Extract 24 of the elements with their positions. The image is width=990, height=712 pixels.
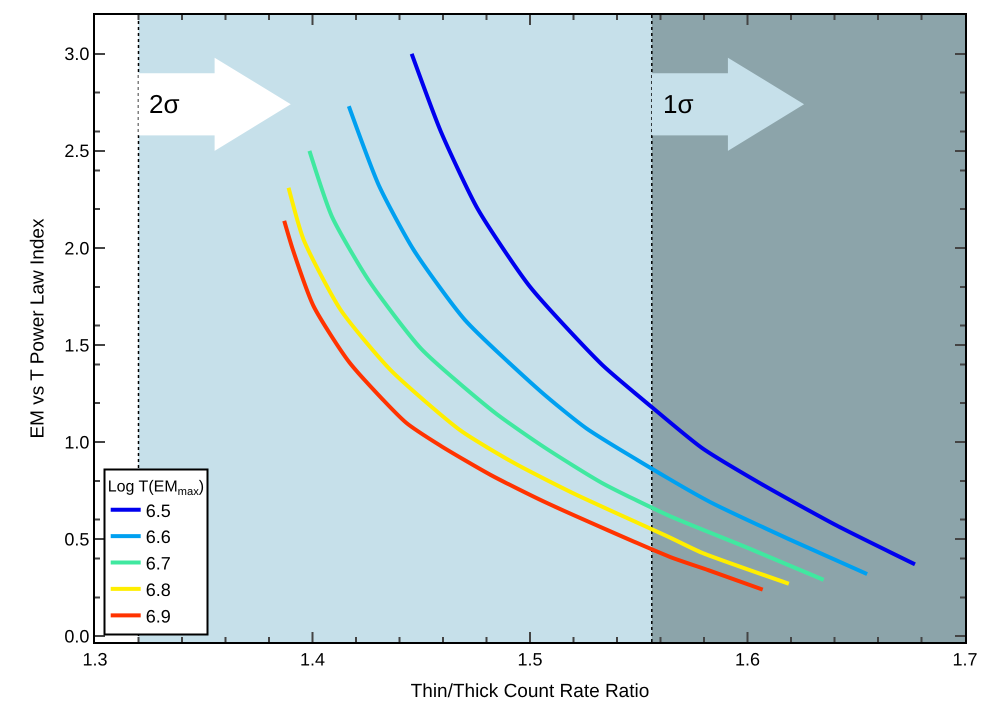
y-tick-label: 3.0 [64,44,90,64]
legend-label: 6.9 [146,606,171,626]
annotation: 2σ [149,89,180,119]
x-axis-title: Thin/Thick Count Rate Ratio [410,680,650,702]
y-axis-title: EM vs T Power Law Index [28,218,49,439]
legend-label: 6.8 [146,580,171,600]
y-tick-label: 1.5 [64,335,90,356]
legend-label: 6.6 [146,527,171,548]
y-tick-label: 1.0 [64,432,90,452]
x-tick-label: 1.3 [82,650,108,670]
legend-label: 6.7 [146,554,171,574]
legend-label: 6.5 [146,500,171,521]
y-tick-label: 0.5 [64,529,90,550]
y-tick-label: 0.0 [64,626,90,646]
annotation: 1σ [663,89,694,119]
x-tick-label: 1.5 [517,650,543,670]
line-series [410,52,917,566]
legend-title: Log T(EM$_{max}$) [108,478,204,498]
x-tick-label: 1.4 [300,650,326,670]
x-tick-label: 1.6 [734,650,760,670]
y-tick-label: 2.5 [64,141,90,162]
x-tick-label: 1.7 [952,650,978,670]
line-series [307,148,826,582]
y-tick-label: 2.0 [64,238,90,258]
